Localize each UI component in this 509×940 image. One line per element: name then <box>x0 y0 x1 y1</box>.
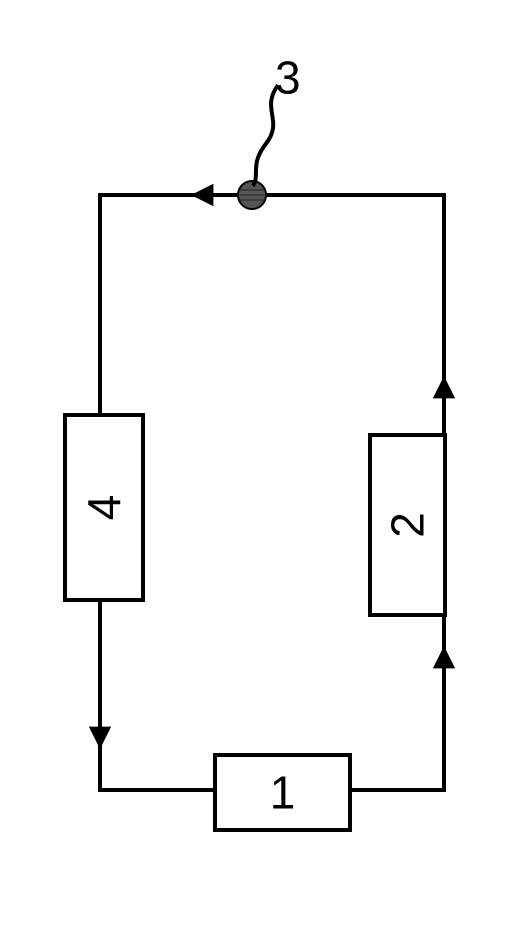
node-label-box4: 4 <box>78 495 130 521</box>
node-label-box1: 1 <box>270 767 296 819</box>
node-label-box2: 2 <box>382 512 434 538</box>
label-3: 3 <box>275 52 301 104</box>
